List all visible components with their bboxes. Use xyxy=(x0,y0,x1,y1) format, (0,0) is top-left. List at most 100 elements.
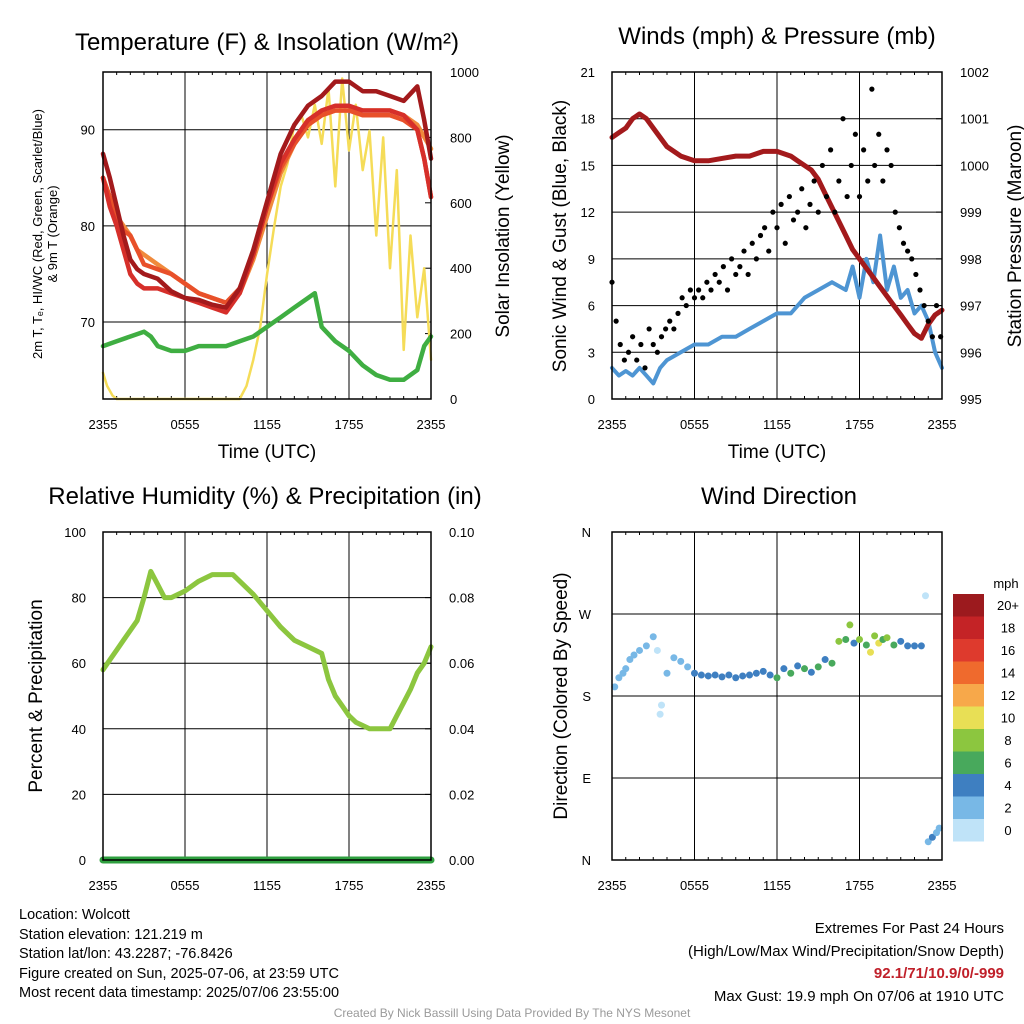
winds-gust-point xyxy=(872,162,878,169)
direction-direction-point xyxy=(691,669,698,677)
direction-panel: Wind Direction 2355 0555 1155 1755 2355 N E S W N… xyxy=(551,483,1019,893)
winds-gust-point xyxy=(745,271,751,278)
winds-y2-tick-label: 1002 xyxy=(960,65,989,80)
direction-direction-point xyxy=(704,672,712,680)
winds-gust-point xyxy=(896,225,902,231)
direction-direction-point xyxy=(697,671,705,679)
direction-x-tick-label: 0555 xyxy=(680,878,709,893)
direction-direction-point xyxy=(780,665,788,673)
direction-direction-point xyxy=(911,642,918,650)
winds-series-line xyxy=(610,233,944,386)
humidity-y-tick-label: 100 xyxy=(64,525,86,540)
winds-y-tick-label: 21 xyxy=(581,65,595,80)
winds-gust-point xyxy=(708,287,714,293)
winds-x-tick-label: 0555 xyxy=(680,417,709,432)
direction-direction-point xyxy=(615,674,623,682)
temperature-ylabel-right: Solar Insolation (Yellow) xyxy=(493,134,514,337)
direction-direction-point xyxy=(862,641,870,649)
direction-direction-point xyxy=(670,654,678,662)
direction-direction-point xyxy=(773,674,781,682)
winds-gust-point xyxy=(876,131,882,137)
winds-x-tick-label: 1155 xyxy=(763,417,791,432)
humidity-y-tick-label: 60 xyxy=(72,656,86,671)
temperature-y-tick-label: 70 xyxy=(81,315,95,330)
station-elevation: Station elevation: 121.219 m xyxy=(19,926,203,943)
winds-y-tick-label: 18 xyxy=(581,112,595,127)
direction-direction-point xyxy=(653,646,661,654)
colorbar-swatch xyxy=(953,616,984,639)
humidity-y2-tick-label: 0.10 xyxy=(449,525,474,540)
winds-gust-point xyxy=(770,209,776,215)
colorbar-label: 18 xyxy=(1001,621,1015,636)
winds-gust-point xyxy=(880,178,886,184)
humidity-y2-tick-label: 0.00 xyxy=(449,853,474,868)
winds-y2-tick-label: 996 xyxy=(960,345,982,360)
recent-timestamp: Most recent data timestamp: 2025/07/06 2… xyxy=(19,985,340,1001)
winds-gust-point xyxy=(774,225,780,231)
direction-direction-point xyxy=(718,673,726,681)
colorbar-label: 20+ xyxy=(997,598,1019,613)
winds-gust-point xyxy=(696,287,702,293)
winds-gust-point xyxy=(913,271,919,278)
direction-x-tick-label: 1755 xyxy=(845,878,874,893)
direction-direction-point xyxy=(626,656,634,664)
winds-gust-point xyxy=(737,264,743,270)
humidity-plot-border xyxy=(102,531,432,861)
winds-gust-point xyxy=(630,334,636,340)
winds-gust-point xyxy=(888,162,894,169)
winds-gust-point xyxy=(929,334,935,340)
humidity-plot-area: 2355 0555 1155 1755 23550204060801000.000.02… xyxy=(64,525,474,893)
colorbar-swatch xyxy=(953,594,984,617)
temperature-y2-tick-label: 1000 xyxy=(450,65,479,80)
humidity-title: Relative Humidity (%) & Precipitation (i… xyxy=(48,483,481,510)
winds-gust-point xyxy=(625,349,632,355)
winds-gust-point xyxy=(815,209,821,215)
humidity-y-tick-label: 40 xyxy=(72,722,86,737)
temperature-y2-tick-label: 0 xyxy=(450,392,457,407)
direction-direction-point xyxy=(725,671,733,679)
winds-title: Winds (mph) & Pressure (mb) xyxy=(618,23,935,50)
extremes-values: 92.1/71/10.9/0/-999 xyxy=(873,965,1004,982)
direction-direction-point xyxy=(739,672,747,680)
winds-xlabel: Time (UTC) xyxy=(728,442,827,463)
winds-gust-point xyxy=(757,232,764,239)
direction-direction-point xyxy=(828,659,836,667)
winds-gust-point xyxy=(646,326,652,332)
direction-ylabel-left: Direction (Colored By Speed) xyxy=(551,572,572,819)
winds-gust-point xyxy=(617,341,623,348)
temperature-title: Temperature (F) & Insolation (W/m²) xyxy=(75,29,459,56)
winds-y2-tick-label: 997 xyxy=(960,299,982,314)
colorbar-swatch xyxy=(953,819,984,842)
colorbar-swatch xyxy=(953,774,984,797)
direction-y-tick-label: S xyxy=(582,689,591,704)
winds-gust-point xyxy=(675,310,681,316)
winds-gust-point xyxy=(716,279,722,285)
direction-direction-point xyxy=(835,637,843,645)
winds-y-tick-label: 6 xyxy=(588,299,595,314)
direction-direction-point xyxy=(922,592,929,600)
direction-direction-point xyxy=(850,639,858,647)
temperature-series-line xyxy=(100,79,434,310)
winds-gust-point xyxy=(679,295,685,301)
temperature-x-tick-label: 2355 xyxy=(417,417,446,432)
temperature-y2-tick-label: 600 xyxy=(450,196,472,211)
winds-gust-point xyxy=(917,287,923,293)
colorbar-label: 10 xyxy=(1001,711,1015,726)
winds-gust-point xyxy=(749,240,755,246)
colorbar-swatch xyxy=(953,639,984,662)
direction-direction-point xyxy=(752,669,760,677)
direction-direction-point xyxy=(787,669,795,677)
humidity-series-line xyxy=(100,568,434,732)
winds-gust-point xyxy=(803,225,809,231)
winds-gust-point xyxy=(790,217,797,223)
winds-y2-tick-label: 1000 xyxy=(960,158,989,173)
colorbar-label: 0 xyxy=(1004,823,1011,838)
direction-direction-point xyxy=(658,701,665,709)
colorbar-swatch xyxy=(953,706,984,729)
winds-gust-point xyxy=(799,186,805,192)
colorbar-label: 2 xyxy=(1004,801,1011,816)
winds-gust-point xyxy=(807,201,813,207)
humidity-y2-tick-label: 0.06 xyxy=(449,656,474,671)
direction-x-tick-label: 2355 xyxy=(598,878,627,893)
